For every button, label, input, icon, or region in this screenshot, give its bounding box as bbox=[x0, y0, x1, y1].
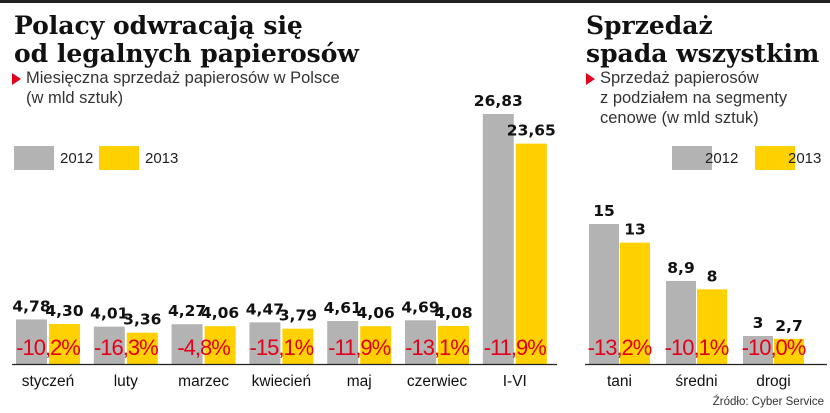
value-label-2012-0: 15 bbox=[593, 202, 615, 220]
value-label-2012-1: 8,9 bbox=[667, 259, 694, 277]
legend-swatch-2012 bbox=[672, 146, 712, 170]
bar-2013-2 bbox=[204, 326, 236, 364]
value-label-2013-3: 3,79 bbox=[279, 307, 317, 325]
legend-label-2013: 2013 bbox=[145, 150, 179, 167]
value-label-2013-0: 4,30 bbox=[45, 302, 83, 320]
value-label-2012-6: 26,83 bbox=[474, 92, 523, 110]
category-label-2: marzec bbox=[178, 373, 229, 390]
change-label-6: -11,9% bbox=[484, 335, 547, 360]
change-label-0: -10,2% bbox=[16, 335, 80, 360]
category-label-5: czerwiec bbox=[407, 373, 468, 390]
bar-2012-1 bbox=[666, 280, 696, 364]
legend-label-2012: 2012 bbox=[60, 150, 94, 167]
category-label-0: styczeń bbox=[22, 373, 75, 390]
right-chart-title: Sprzedaż spada wszystkim bbox=[586, 11, 820, 68]
value-label-2013-6: 23,65 bbox=[507, 122, 556, 140]
source-note: Źródło: Cyber Service bbox=[712, 396, 824, 408]
bar-2013-5 bbox=[438, 325, 469, 364]
value-label-2013-1: 8 bbox=[707, 267, 718, 285]
value-label-2012-4: 4,61 bbox=[324, 299, 362, 317]
bar-2012-5 bbox=[405, 320, 436, 364]
value-label-2012-1: 4,01 bbox=[90, 305, 128, 323]
category-label-1: luty bbox=[114, 373, 138, 390]
bar-2013-6 bbox=[515, 143, 547, 364]
bar-2013-0 bbox=[620, 242, 650, 364]
value-label-2012-2: 4,27 bbox=[168, 302, 206, 320]
left-chart-title: Polacy odwracają się od legalnych papier… bbox=[14, 11, 359, 68]
bar-2013-3 bbox=[282, 328, 314, 364]
legend-swatch-2013 bbox=[99, 146, 139, 170]
value-label-2013-2: 2,7 bbox=[775, 317, 802, 335]
value-label-2012-5: 4,69 bbox=[401, 298, 439, 316]
legend-label-2012: 2012 bbox=[705, 150, 739, 167]
category-label-4: maj bbox=[347, 373, 372, 390]
bar-2012-1 bbox=[93, 326, 125, 364]
change-label-1: -10,1% bbox=[665, 335, 729, 360]
left-triangle-icon bbox=[12, 73, 21, 85]
bar-2013-2 bbox=[774, 338, 804, 364]
value-label-2012-2: 3 bbox=[753, 314, 764, 332]
top-rule bbox=[0, 0, 830, 3]
change-label-5: -13,1% bbox=[405, 335, 469, 360]
bar-2012-0 bbox=[589, 224, 619, 364]
right-chart-subtitle: Sprzedaż papierosów z podziałem na segme… bbox=[600, 69, 788, 127]
value-label-2013-5: 4,08 bbox=[434, 304, 472, 322]
category-label-1: średni bbox=[675, 373, 717, 390]
value-label-2013-4: 4,06 bbox=[357, 304, 395, 322]
value-label-2013-0: 13 bbox=[624, 221, 646, 239]
change-label-2: -4,8% bbox=[177, 335, 230, 360]
left-legend: 2012 2013 bbox=[14, 146, 184, 172]
category-label-0: tani bbox=[607, 373, 632, 390]
value-label-2013-2: 4,06 bbox=[201, 304, 239, 322]
category-label-2: drogi bbox=[756, 373, 790, 390]
right-legend: 2012 2013 bbox=[672, 146, 827, 172]
left-chart-subtitle: Miesięczna sprzedaż papierosów w Polsce … bbox=[26, 69, 340, 107]
bar-2012-0 bbox=[16, 319, 47, 364]
bar-2012-6 bbox=[482, 114, 514, 364]
bar-2012-3 bbox=[249, 322, 281, 364]
category-label-6: I-VI bbox=[503, 373, 527, 390]
change-label-4: -11,9% bbox=[328, 335, 391, 360]
bar-2012-2 bbox=[743, 336, 773, 364]
right-triangle-icon bbox=[586, 73, 595, 85]
legend-label-2013: 2013 bbox=[788, 150, 822, 167]
change-label-1: -16,3% bbox=[94, 335, 158, 360]
value-label-2013-1: 3,36 bbox=[123, 311, 161, 329]
bar-2012-4 bbox=[327, 321, 359, 364]
bar-2012-2 bbox=[171, 324, 203, 364]
value-label-2012-0: 4,78 bbox=[12, 297, 50, 315]
category-label-3: kwiecień bbox=[252, 373, 311, 390]
legend-swatch-2013 bbox=[755, 146, 795, 170]
bar-2013-0 bbox=[49, 323, 80, 364]
bar-2013-4 bbox=[360, 326, 392, 364]
change-label-2: -10,0% bbox=[742, 335, 806, 360]
value-label-2012-3: 4,47 bbox=[246, 300, 284, 318]
change-label-0: -13,2% bbox=[588, 335, 652, 360]
bar-2013-1 bbox=[126, 332, 158, 364]
change-label-3: -15,1% bbox=[250, 335, 314, 360]
bar-2013-1 bbox=[697, 289, 727, 364]
legend-swatch-2012 bbox=[14, 146, 54, 170]
